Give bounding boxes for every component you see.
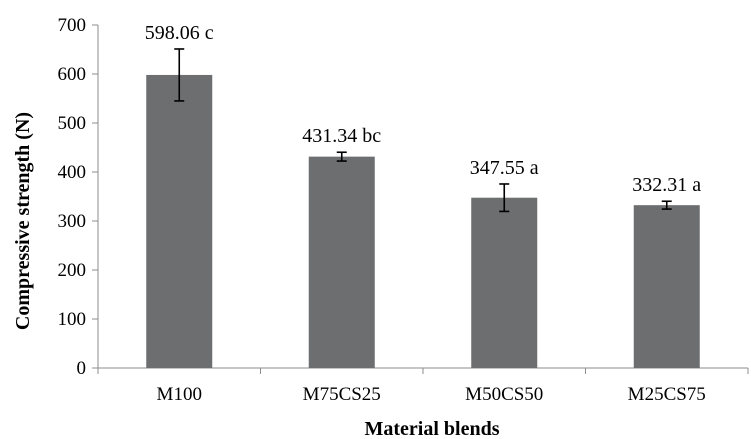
y-tick-label: 700 bbox=[58, 15, 87, 36]
data-label-m50cs50: 347.55 a bbox=[470, 157, 539, 179]
x-tick-label-m50cs50: M50CS50 bbox=[465, 384, 543, 405]
x-axis-title: Material blends bbox=[365, 418, 500, 439]
x-tick-label-m75cs25: M75CS25 bbox=[303, 384, 381, 405]
y-tick-label: 300 bbox=[58, 211, 87, 232]
data-labels: 598.06 c 431.34 bc 347.55 a 332.31 a bbox=[145, 22, 702, 196]
x-tick-label-m25cs75: M25CS75 bbox=[628, 384, 706, 405]
y-axis: 0 100 200 300 400 500 600 700 bbox=[58, 15, 99, 379]
error-bars bbox=[174, 48, 672, 213]
data-label-m100: 598.06 c bbox=[145, 22, 214, 44]
x-tick-label-m100: M100 bbox=[157, 384, 202, 405]
y-axis-title: Compressive strength (N) bbox=[12, 112, 34, 330]
bar-m25cs75 bbox=[633, 205, 700, 368]
y-tick-label: 0 bbox=[77, 358, 87, 379]
bars bbox=[146, 74, 700, 369]
y-tick-label: 100 bbox=[58, 309, 87, 330]
bar-m100 bbox=[146, 74, 213, 369]
x-axis: M100 M75CS25 M50CS50 M25CS75 bbox=[97, 367, 749, 405]
data-label-m75cs25: 431.34 bc bbox=[302, 125, 381, 147]
y-tick-label: 500 bbox=[58, 113, 87, 134]
data-label-m25cs75: 332.31 a bbox=[632, 174, 701, 196]
y-tick-label: 600 bbox=[58, 64, 87, 85]
y-tick-label: 200 bbox=[58, 260, 87, 281]
bar-m75cs25 bbox=[308, 156, 375, 368]
bar-m50cs50 bbox=[471, 197, 538, 368]
y-tick-label: 400 bbox=[58, 162, 87, 183]
